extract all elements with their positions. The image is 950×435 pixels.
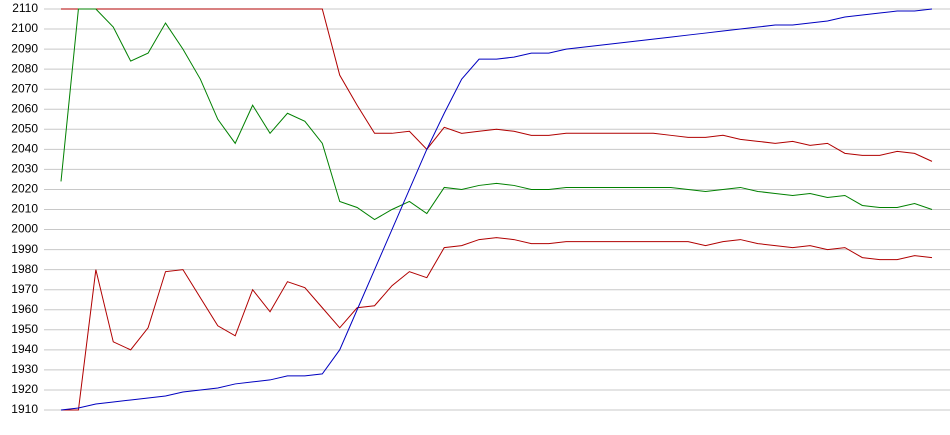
y-tick-label: 1980 xyxy=(11,262,38,276)
y-tick-label: 2030 xyxy=(11,162,38,176)
series-line xyxy=(60,8,933,411)
series-line xyxy=(60,8,933,221)
series-line xyxy=(61,237,933,411)
y-tick-label: 2000 xyxy=(11,222,38,236)
y-tick-label: 1920 xyxy=(11,382,38,396)
y-tick-label: 2100 xyxy=(11,21,38,35)
y-tick-label: 2090 xyxy=(11,41,38,55)
y-tick-label: 2080 xyxy=(11,61,38,75)
y-tick-label: 2070 xyxy=(11,81,38,95)
y-tick-label: 1990 xyxy=(11,242,38,256)
y-tick-label: 2020 xyxy=(11,182,38,196)
y-tick-label: 2110 xyxy=(12,1,38,15)
y-tick-label: 2040 xyxy=(11,142,38,156)
y-tick-label: 2060 xyxy=(11,101,38,115)
y-tick-label: 1930 xyxy=(11,362,38,376)
y-tick-label: 1970 xyxy=(11,282,38,296)
y-tick-label: 2050 xyxy=(11,121,38,135)
y-tick-label: 2010 xyxy=(11,202,38,216)
y-tick-label: 1910 xyxy=(11,402,38,416)
y-tick-label: 1940 xyxy=(11,342,38,356)
y-tick-label: 1960 xyxy=(11,302,38,316)
y-tick-label: 1950 xyxy=(11,322,38,336)
series-line xyxy=(61,8,933,162)
